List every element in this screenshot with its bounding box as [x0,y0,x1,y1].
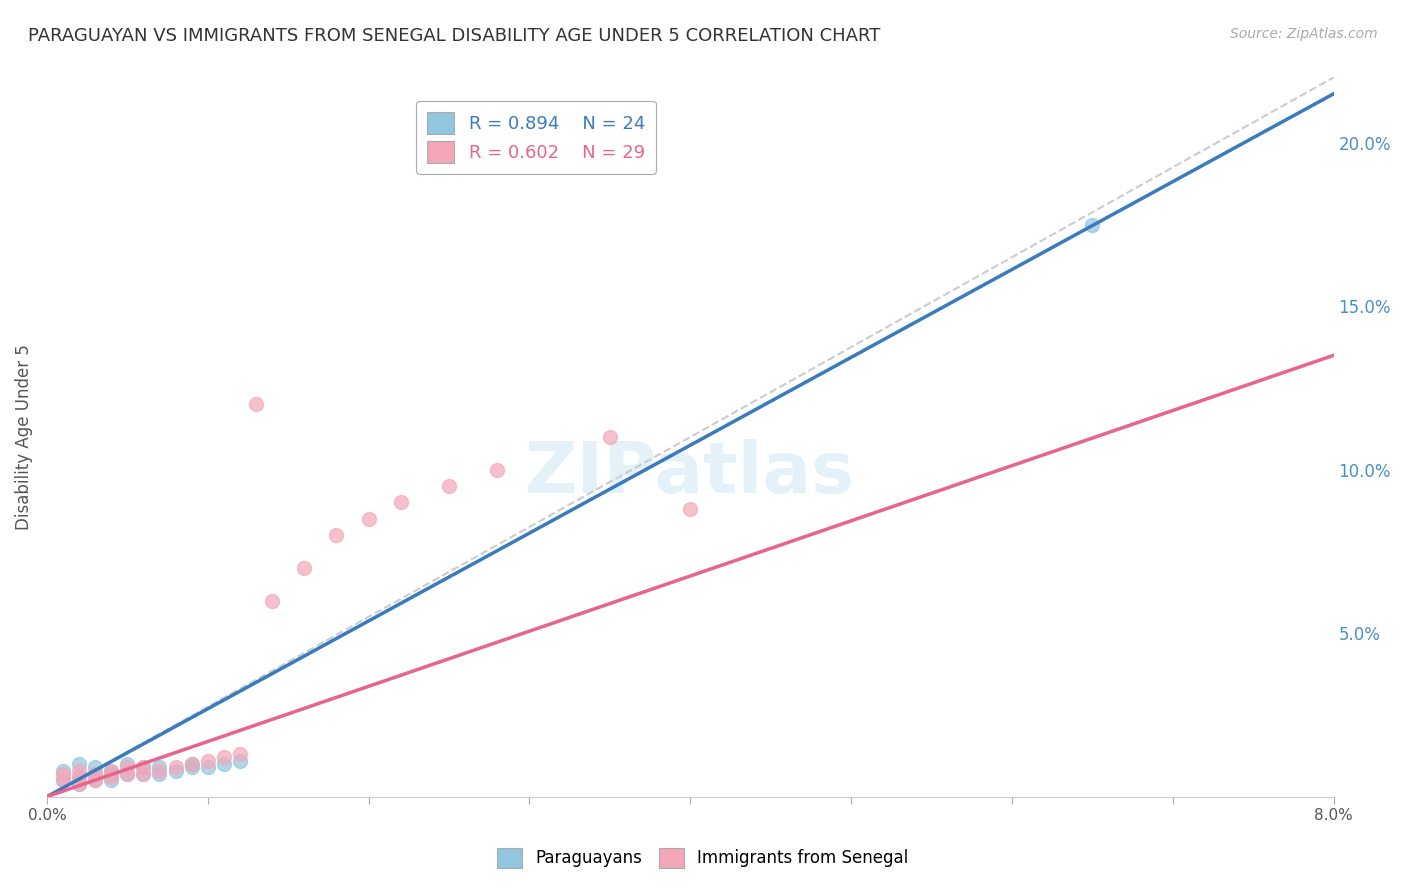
Point [100,764,122,778]
Point [132,760,155,774]
Point [84,773,107,788]
Point [67,770,90,784]
Point [180,756,202,771]
Point [599,430,621,444]
Point [117,760,139,774]
Point [197,754,219,768]
Text: Source: ZipAtlas.com: Source: ZipAtlas.com [1230,27,1378,41]
Point [148,760,170,774]
Point [229,747,252,761]
Point [67,776,90,790]
Point [180,756,202,771]
Point [84,773,107,788]
Point [100,766,122,780]
Point [67,756,90,771]
Text: ZIPatlas: ZIPatlas [526,439,855,508]
Point [117,766,139,780]
Point [67,776,90,790]
Point [84,766,107,780]
Point [100,770,122,784]
Y-axis label: Disability Age Under 5: Disability Age Under 5 [15,344,32,530]
Point [437,479,460,493]
Point [52,764,75,778]
Text: PARAGUAYAN VS IMMIGRANTS FROM SENEGAL DISABILITY AGE UNDER 5 CORRELATION CHART: PARAGUAYAN VS IMMIGRANTS FROM SENEGAL DI… [28,27,880,45]
Point [117,756,139,771]
Legend: Paraguayans, Immigrants from Senegal: Paraguayans, Immigrants from Senegal [491,841,915,875]
Point [132,760,155,774]
Point [325,528,347,542]
Point [292,561,315,575]
Point [486,463,509,477]
Point [212,750,235,764]
Point [52,766,75,780]
Point [180,760,202,774]
Point [357,512,380,526]
Point [67,770,90,784]
Point [165,760,187,774]
Point [100,764,122,778]
Point [1081,218,1104,232]
Point [84,760,107,774]
Point [84,766,107,780]
Point [165,764,187,778]
Point [132,766,155,780]
Point [262,593,284,607]
Point [245,397,267,411]
Point [132,766,155,780]
Point [679,502,702,516]
Point [148,764,170,778]
Point [67,764,90,778]
Point [229,754,252,768]
Point [212,756,235,771]
Point [100,773,122,788]
Point [52,773,75,788]
Point [52,773,75,788]
Point [117,766,139,780]
Point [197,760,219,774]
Legend: R = 0.894    N = 24, R = 0.602    N = 29: R = 0.894 N = 24, R = 0.602 N = 29 [416,101,655,174]
Point [148,766,170,780]
Point [389,495,412,509]
